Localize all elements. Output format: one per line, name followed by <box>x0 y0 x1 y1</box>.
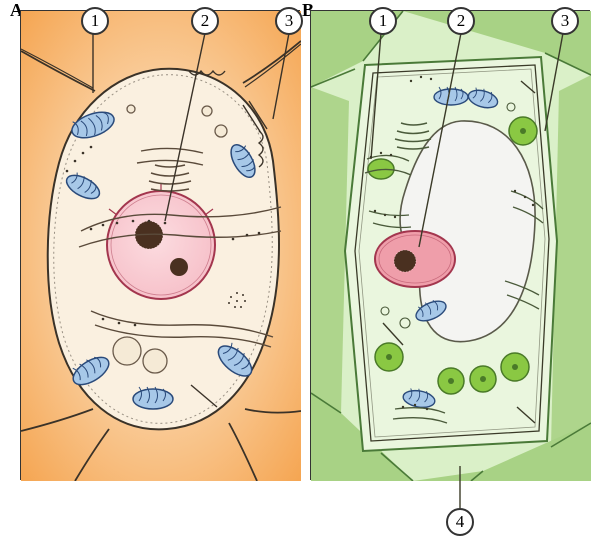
panel-b-plant-cell: 1 2 3 <box>310 10 590 480</box>
callout-number: 3 <box>285 11 294 31</box>
callout-number: 3 <box>561 11 570 31</box>
callout-number: 2 <box>201 11 210 31</box>
callout-number: 2 <box>457 11 466 31</box>
animal-cell-svg <box>21 11 301 481</box>
callout-b1: 1 <box>369 7 397 35</box>
callout-b3: 3 <box>551 7 579 35</box>
callout-b4: 4 <box>446 508 474 536</box>
nucleus <box>107 191 215 299</box>
callout-a2: 2 <box>191 7 219 35</box>
plant-cell-svg <box>311 11 591 481</box>
callout-number: 4 <box>456 512 465 532</box>
callout-b2: 2 <box>447 7 475 35</box>
callout-number: 1 <box>379 11 388 31</box>
figure-container: A <box>0 0 600 543</box>
callout-a1: 1 <box>81 7 109 35</box>
callout-a3: 3 <box>275 7 303 35</box>
callout-number: 1 <box>91 11 100 31</box>
panel-a-animal-cell: 1 2 3 <box>20 10 300 480</box>
